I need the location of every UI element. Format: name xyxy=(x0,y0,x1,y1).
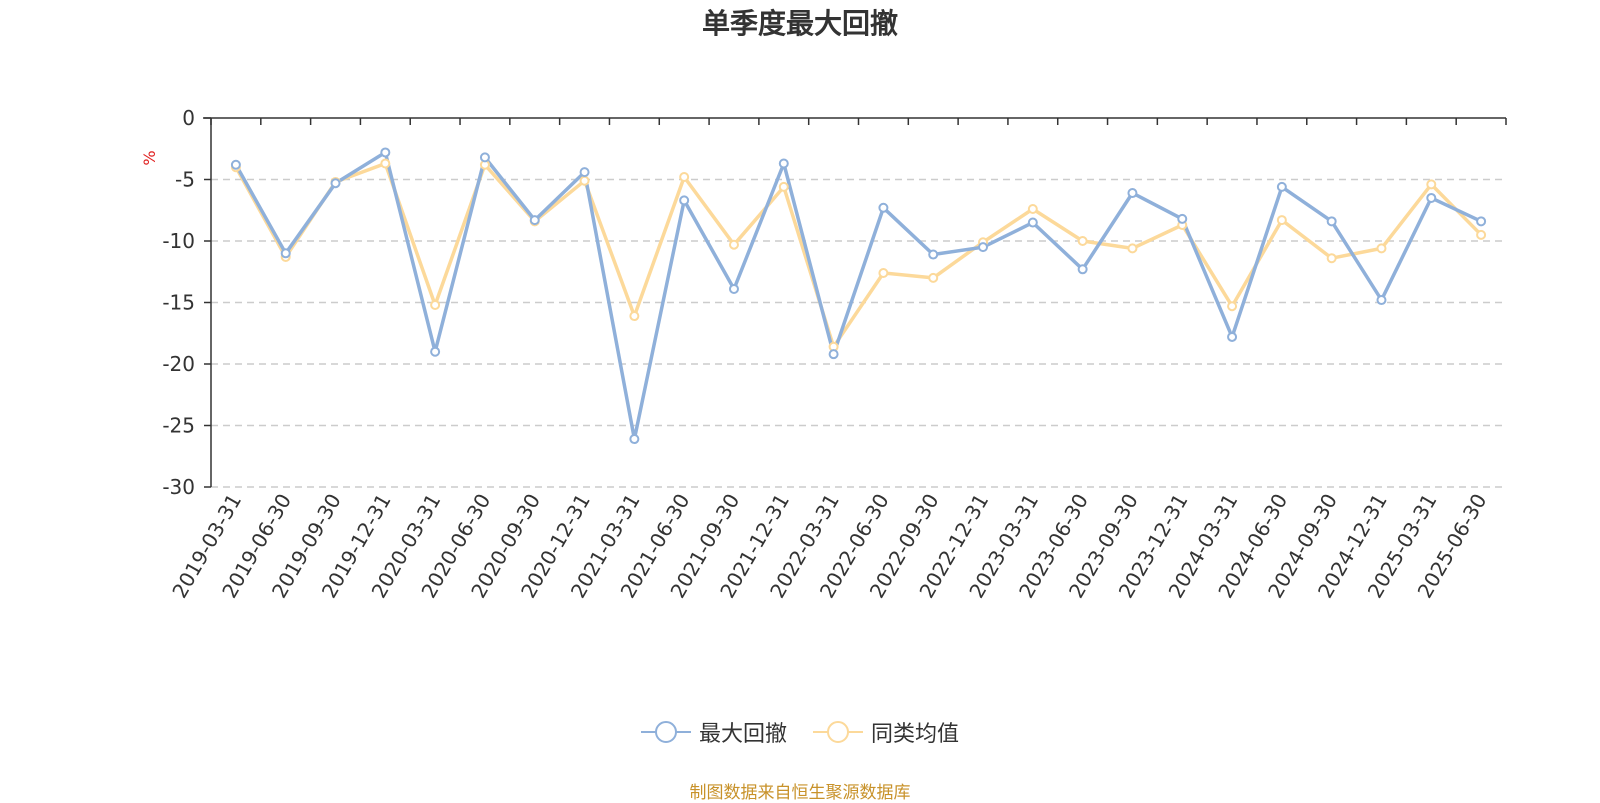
series-line-1 xyxy=(234,161,1483,349)
data-point[interactable] xyxy=(1127,243,1138,254)
y-axis-unit-label: % xyxy=(140,150,159,165)
data-point[interactable] xyxy=(280,248,291,259)
data-point[interactable] xyxy=(928,249,939,260)
legend-item-max-drawdown[interactable]: 最大回撤 xyxy=(640,716,787,748)
data-point[interactable] xyxy=(1476,216,1487,227)
legend-label-category-average: 同类均值 xyxy=(871,722,960,747)
y-tick-label: 0 xyxy=(182,106,195,130)
data-point[interactable] xyxy=(1276,215,1287,226)
data-point[interactable] xyxy=(679,195,690,206)
legend-label-max-drawdown: 最大回撤 xyxy=(698,722,787,747)
data-point[interactable] xyxy=(1027,217,1038,228)
series-line-0 xyxy=(234,150,1483,441)
data-point[interactable] xyxy=(1376,243,1387,254)
data-point[interactable] xyxy=(728,239,739,250)
y-tick-label: -20 xyxy=(162,352,195,376)
data-point[interactable] xyxy=(1376,295,1387,306)
y-tick-label: -5 xyxy=(175,168,195,192)
data-point[interactable] xyxy=(579,167,590,178)
data-point[interactable] xyxy=(629,311,640,322)
data-point[interactable] xyxy=(828,349,839,360)
legend-item-category-average[interactable]: 同类均值 xyxy=(813,716,959,748)
y-tick-label: -30 xyxy=(162,475,195,499)
data-point[interactable] xyxy=(878,267,889,278)
y-tick-label: -15 xyxy=(162,291,195,315)
data-point[interactable] xyxy=(1077,264,1088,275)
data-point[interactable] xyxy=(1276,181,1287,192)
data-point[interactable] xyxy=(629,434,640,445)
data-point[interactable] xyxy=(380,158,391,169)
y-tick-label: -25 xyxy=(162,414,195,438)
data-point[interactable] xyxy=(230,159,241,170)
chart-title: 单季度最大回撤 xyxy=(701,7,898,40)
data-point[interactable] xyxy=(430,299,441,310)
data-point[interactable] xyxy=(479,152,490,163)
data-point[interactable] xyxy=(529,215,540,226)
line-chart: 0-5-10-15-20-25-30%2019-03-312019-06-302… xyxy=(140,106,1507,602)
legend: 最大回撤 同类均值 xyxy=(0,716,1600,748)
data-point[interactable] xyxy=(778,158,789,169)
y-tick-label: -10 xyxy=(162,229,195,253)
data-point[interactable] xyxy=(778,181,789,192)
data-point[interactable] xyxy=(928,272,939,283)
data-point[interactable] xyxy=(380,147,391,158)
data-point[interactable] xyxy=(978,242,989,253)
data-point[interactable] xyxy=(330,178,341,189)
legend-swatch-max-drawdown xyxy=(640,718,691,746)
data-point[interactable] xyxy=(1476,229,1487,240)
legend-swatch-category-average xyxy=(813,718,863,746)
data-point[interactable] xyxy=(679,172,690,183)
data-point[interactable] xyxy=(1077,236,1088,246)
data-point[interactable] xyxy=(1426,179,1437,190)
data-point[interactable] xyxy=(1027,204,1038,215)
data-point[interactable] xyxy=(728,283,739,294)
data-point[interactable] xyxy=(1326,253,1337,264)
data-source-note: 制图数据来自恒生聚源数据库 xyxy=(689,783,911,803)
series-lines xyxy=(230,147,1487,445)
data-point[interactable] xyxy=(1127,188,1138,199)
data-point[interactable] xyxy=(1177,213,1188,224)
data-point[interactable] xyxy=(1326,216,1337,227)
data-point[interactable] xyxy=(579,175,590,186)
data-point[interactable] xyxy=(430,346,441,357)
data-point[interactable] xyxy=(1227,301,1238,312)
data-point[interactable] xyxy=(1227,331,1238,342)
axes xyxy=(203,117,1507,488)
data-point[interactable] xyxy=(1426,192,1437,203)
data-point[interactable] xyxy=(878,202,889,213)
